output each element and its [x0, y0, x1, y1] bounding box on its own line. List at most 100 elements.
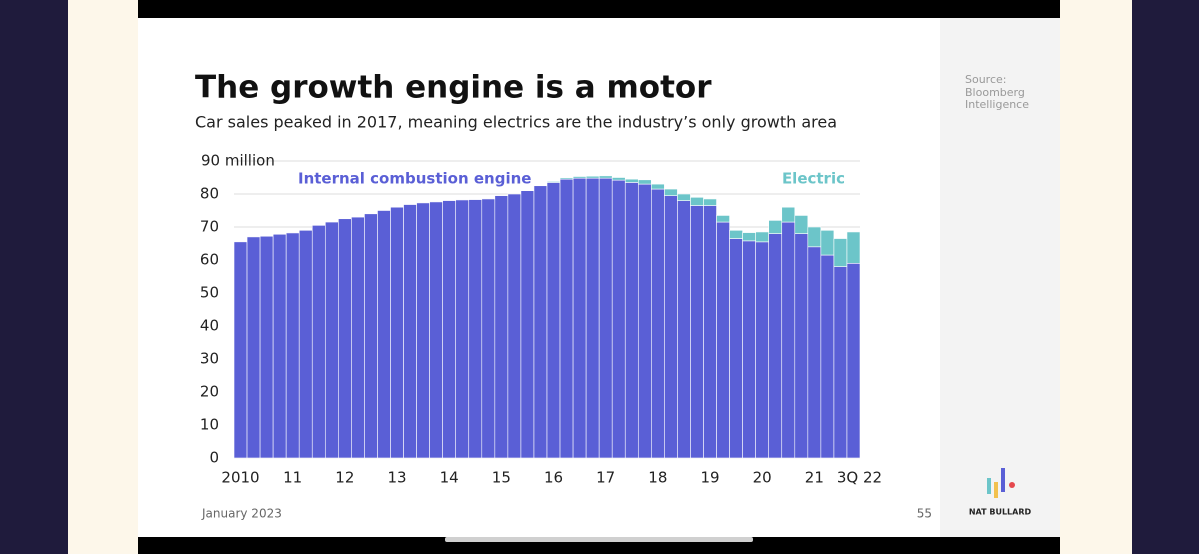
x-tick-label: 21 [805, 469, 824, 487]
bar-segment [846, 262, 861, 459]
bar-segment [690, 197, 704, 206]
bar-segment [781, 221, 796, 459]
x-tick-label: 3Q 22 [837, 469, 882, 487]
bar-segment [598, 175, 613, 179]
logo-dot [1009, 482, 1015, 488]
bar-segment [377, 210, 391, 459]
bar-segment [572, 177, 587, 459]
scroll-indicator [445, 537, 753, 542]
bar-segment [755, 241, 770, 459]
bar-segment [546, 182, 561, 459]
right-strip [1060, 0, 1132, 554]
bar-segment [729, 238, 743, 459]
bar-segment [559, 178, 574, 459]
bar-segment [768, 233, 783, 459]
bar-segment [742, 232, 756, 242]
subtitle: Car sales peaked in 2017, meaning electr… [195, 113, 837, 132]
series-label: Internal combustion engine [298, 170, 531, 188]
x-tick-label: 12 [335, 469, 354, 487]
x-tick-label: 11 [283, 469, 302, 487]
bar-segment [429, 201, 443, 459]
bar-segment [651, 183, 665, 190]
bar-segment [520, 190, 535, 459]
bar-segment [664, 195, 678, 459]
bar-segment [403, 204, 417, 459]
x-tick-label: 18 [648, 469, 667, 487]
x-tick-label: 13 [387, 469, 406, 487]
bar-segment [651, 188, 665, 459]
bar-segment [742, 240, 756, 459]
bar-segment [781, 206, 796, 223]
x-tick-label: 20 [753, 469, 772, 487]
bar-segment [716, 215, 730, 223]
y-tick-label: 10 [200, 416, 219, 434]
logo [987, 468, 1015, 498]
bar-segment [298, 230, 313, 459]
bar-segment [494, 195, 509, 459]
bar-segment [677, 200, 691, 459]
bar-segment [794, 233, 809, 459]
source: Source: [965, 73, 1007, 86]
bar-segment [507, 193, 522, 459]
bar-segment [585, 175, 600, 179]
bar-segment [351, 216, 365, 459]
bar-segment [364, 213, 378, 459]
bar-segment [807, 246, 822, 459]
bar-segment [820, 230, 835, 256]
x-tick-label: 16 [544, 469, 563, 487]
bar-segment [390, 206, 404, 459]
y-tick-label: 70 [200, 218, 219, 236]
bar-segment [703, 198, 717, 206]
bar-segment [637, 179, 652, 185]
y-tick-label: 20 [200, 383, 219, 401]
bar-segment [624, 178, 639, 183]
bar-segment [794, 215, 809, 234]
bar-segment [455, 199, 470, 459]
source: Intelligence [965, 98, 1029, 111]
bar-segment [272, 233, 287, 459]
bar-segment [468, 199, 483, 459]
bar-segment [585, 177, 600, 459]
footer-date: January 2023 [201, 507, 282, 521]
bar-segment [259, 235, 274, 459]
title: The growth engine is a motor [195, 70, 712, 106]
page-number: 55 [917, 507, 932, 521]
x-tick-label: 17 [596, 469, 615, 487]
y-tick-label: 90 million [201, 152, 275, 170]
bar-segment [755, 231, 770, 243]
bar-segment [677, 193, 691, 201]
bar-segment [833, 266, 848, 459]
x-tick-label: 15 [492, 469, 511, 487]
series-label: Electric [782, 170, 845, 188]
bar-segment [807, 226, 822, 248]
brand: NAT BULLARD [969, 508, 1032, 517]
bar-segment [572, 176, 587, 179]
y-tick-label: 0 [209, 449, 219, 467]
bar-segment [729, 230, 743, 239]
left-strip [68, 0, 138, 554]
bar-segment [664, 188, 678, 196]
bar-segment [481, 198, 496, 459]
bar-segment [533, 185, 548, 459]
y-tick-label: 30 [200, 350, 219, 368]
bar-segment [690, 205, 704, 459]
bar-segment [442, 200, 457, 459]
bar-segment [233, 241, 248, 459]
bar-segment [637, 183, 652, 459]
bar-segment [598, 177, 613, 459]
y-tick-label: 50 [200, 284, 219, 302]
x-tick-label: 19 [700, 469, 719, 487]
bar-segment [546, 181, 561, 183]
bar-segment [324, 221, 339, 459]
bar-segment [624, 182, 639, 459]
bar-segment [833, 238, 848, 267]
bar-segment [311, 225, 326, 459]
bar-segment [611, 179, 626, 459]
chart: 0 10 20 30 40 50 60 70 80 90 million 2010 11 12 13 14 1… [200, 152, 882, 487]
bar-segment [611, 177, 626, 181]
y-tick-label: 60 [200, 251, 219, 269]
bar-segment [768, 220, 783, 234]
bar-segment [820, 254, 835, 459]
logo-bar [994, 482, 998, 498]
bar-segment [559, 177, 574, 180]
